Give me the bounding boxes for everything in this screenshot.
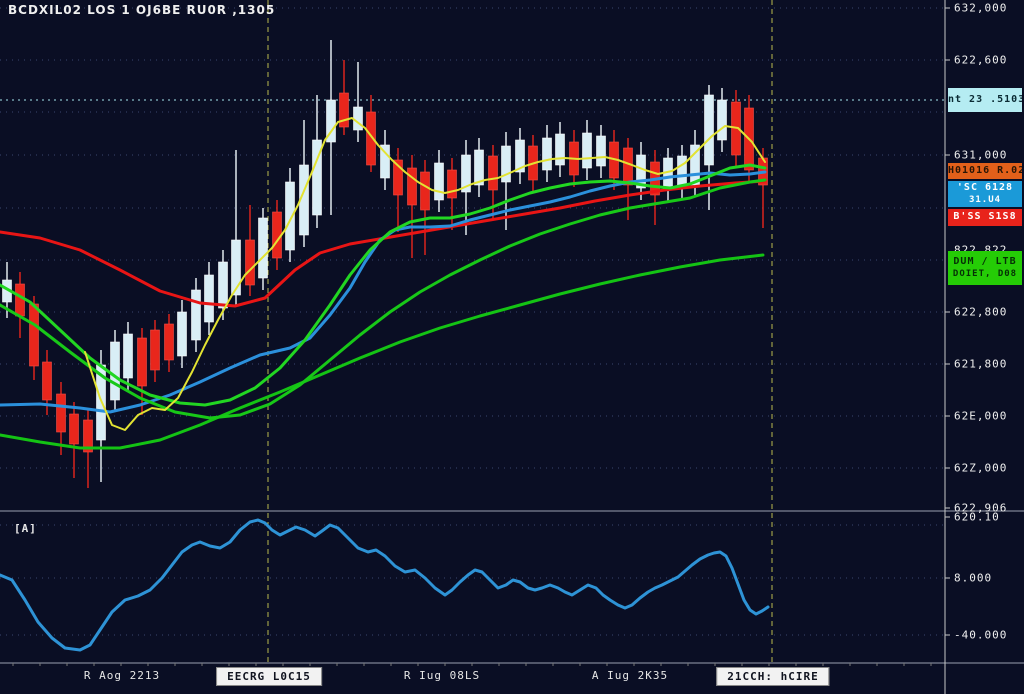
candle-up	[663, 157, 673, 191]
candle-up	[690, 144, 700, 186]
candle-down	[42, 361, 52, 401]
ma-yellow	[84, 117, 766, 431]
candle-up	[555, 133, 565, 166]
candle-up	[380, 144, 390, 179]
ma-green-fast	[0, 163, 767, 407]
candle-up	[312, 139, 322, 216]
candle-up	[123, 333, 133, 379]
candle-up	[542, 137, 552, 171]
order-tag-orange[interactable]: H01016 R.02	[948, 163, 1022, 179]
current-price-tag[interactable]: nt 23 .5103	[948, 88, 1022, 112]
candle-up	[582, 132, 592, 169]
price-axis-label: 621,800	[954, 357, 1008, 371]
candle-up	[461, 154, 471, 193]
price-tag-text: H01016 R.02	[948, 164, 1022, 176]
candle-up	[717, 99, 727, 141]
indicator-panel-label: [A]	[14, 522, 37, 535]
candle-down	[420, 171, 430, 211]
candle-up	[353, 106, 363, 131]
candle-down	[366, 111, 376, 166]
order-tag-blue[interactable]: 'SC 6128 31.U4	[948, 181, 1022, 207]
price-axis-label: 8.000	[954, 571, 993, 585]
candle-up	[191, 289, 201, 341]
candle-up	[177, 311, 187, 357]
price-tag-text: 31.U4	[968, 194, 1002, 205]
candle-down	[29, 303, 39, 367]
candle-down	[393, 159, 403, 196]
time-axis-label-highlighted: EECRG L0C15	[216, 667, 322, 686]
price-tag-text: DUM / LTB	[953, 256, 1017, 268]
candle-up	[326, 99, 336, 143]
price-axis-label: 62Z,000	[954, 461, 1008, 475]
ma-green-slow	[0, 253, 765, 450]
price-axis-label: 62E,000	[954, 409, 1008, 423]
candle-down	[447, 169, 457, 199]
time-axis-label: A Iug 2K35	[591, 669, 669, 682]
candle-down	[137, 337, 147, 387]
ma-blue	[0, 170, 767, 414]
candle-up	[231, 239, 241, 296]
time-axis-label: R Iug 08LS	[403, 669, 481, 682]
ma-lines-layer	[0, 117, 767, 450]
ma-green-medium	[0, 178, 767, 420]
candle-up	[110, 341, 120, 401]
candle-down	[245, 239, 255, 286]
price-axis-label: 631,000	[954, 148, 1008, 162]
time-axis-label: R Aog 2213	[83, 669, 161, 682]
candle-up	[704, 94, 714, 166]
candle-down	[164, 323, 174, 361]
candle-down	[407, 167, 417, 206]
candle-down	[69, 413, 79, 445]
candle-up	[204, 274, 214, 323]
price-tag-text: nt 23 .5103	[948, 93, 1022, 105]
price-axis-label: 632,000	[954, 1, 1008, 15]
order-tag-red[interactable]: B'SS S1S8	[948, 209, 1022, 226]
candle-up	[218, 261, 228, 309]
candle-up	[677, 155, 687, 189]
price-tag-text: 'SC 6128	[956, 182, 1014, 194]
time-axis-label-highlighted: 21CCH: hCIRE	[716, 667, 830, 686]
candle-down	[83, 419, 93, 453]
candle-down	[272, 211, 282, 259]
candle-up	[596, 135, 606, 167]
price-axis-label: 622,906	[954, 501, 1008, 515]
candle-down	[56, 393, 66, 433]
price-tag-text: DOIET, D08	[952, 268, 1018, 279]
candle-up	[474, 149, 484, 186]
price-axis-label: -40.000	[954, 628, 1008, 642]
indicator-line	[0, 518, 770, 652]
candle-down	[150, 329, 160, 371]
price-axis-label: 620.10	[954, 510, 1000, 524]
candle-up	[285, 181, 295, 251]
candle-up	[501, 145, 511, 183]
candle-up	[636, 154, 646, 189]
price-axis-label: 622,800	[954, 305, 1008, 319]
candle-up	[258, 217, 268, 279]
candle-down	[623, 147, 633, 186]
price-tag-text: B'SS S1S8	[953, 211, 1017, 223]
ma-red	[0, 179, 767, 308]
candle-up	[434, 162, 444, 201]
candles-layer	[2, 40, 768, 488]
candle-up	[515, 139, 525, 173]
order-tag-green[interactable]: DUM / LTB DOIET, D08	[948, 251, 1022, 285]
price-axis-label: 622,600	[954, 53, 1008, 67]
grid-layer	[0, 0, 945, 663]
candle-down	[339, 92, 349, 128]
symbol-title: BCDXIL02 LOS 1 OJ6BE RU0R ,1305	[8, 3, 276, 17]
candle-down	[488, 155, 498, 191]
candle-down	[15, 283, 25, 317]
